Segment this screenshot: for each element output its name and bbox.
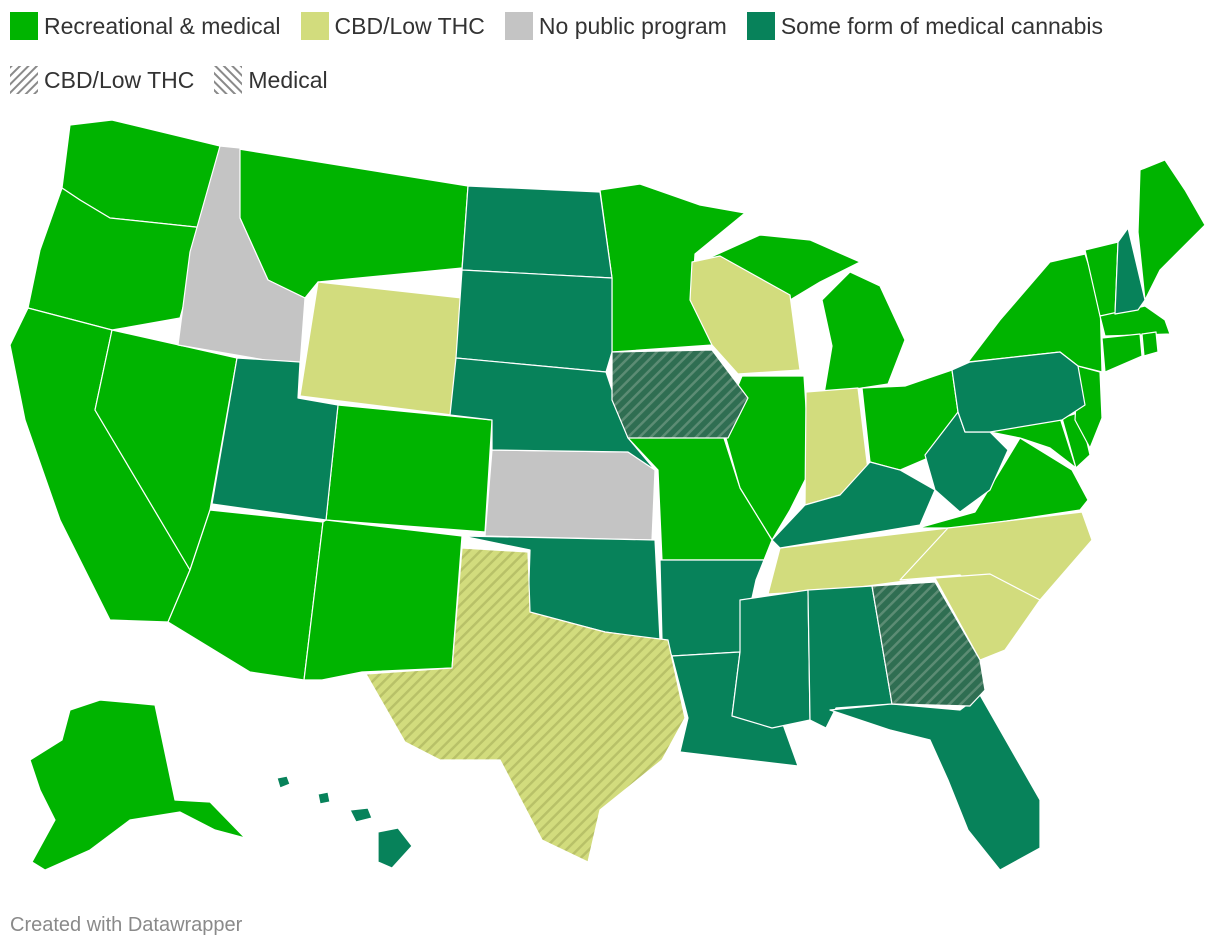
state-new-hampshire[interactable] [1114, 227, 1146, 315]
state-colorado[interactable] [325, 404, 493, 533]
state-pennsylvania[interactable] [951, 351, 1086, 433]
legend-label: Some form of medical cannabis [780, 12, 1103, 39]
state-idaho[interactable] [177, 145, 306, 367]
state-hawaii-big[interactable] [377, 827, 413, 869]
state-maine[interactable] [1137, 159, 1206, 301]
legend-item-medical: Some form of medical cannabis [746, 12, 1103, 40]
state-utah[interactable] [211, 357, 339, 521]
legend-swatch-medical [746, 12, 775, 40]
state-michigan-lp[interactable] [821, 271, 906, 395]
state-new-mexico[interactable] [303, 519, 463, 681]
credit-text: Created with Datawrapper [10, 914, 243, 936]
legend-item-cbd: CBD/Low THC [300, 12, 485, 40]
state-rhode-island[interactable] [1141, 331, 1159, 357]
state-mississippi[interactable] [731, 589, 811, 729]
legend-label: No public program [538, 12, 727, 39]
hatch-pattern-icon [214, 66, 243, 94]
state-connecticut[interactable] [1101, 333, 1143, 373]
state-wisconsin[interactable] [689, 255, 801, 375]
state-florida[interactable] [829, 694, 1041, 871]
legend-label: CBD/Low THC [334, 12, 485, 39]
legend-label: Recreational & medical [44, 12, 281, 39]
state-north-dakota[interactable] [461, 185, 613, 279]
legend-primary: Recreational & medical CBD/Low THC No pu… [10, 12, 1123, 40]
state-kentucky[interactable] [771, 461, 936, 549]
state-kansas[interactable] [484, 449, 656, 541]
hatch-pattern-icon [10, 66, 38, 94]
legend-hatch: CBD/Low THC Medical [10, 66, 348, 94]
state-hawaii-maui[interactable] [349, 807, 373, 823]
state-wyoming[interactable] [299, 281, 463, 416]
legend-item-hatch-medical: Medical [214, 66, 328, 94]
state-texas[interactable] [365, 547, 686, 863]
state-missouri[interactable] [627, 431, 773, 561]
legend-label: CBD/Low THC [44, 66, 195, 93]
state-south-dakota[interactable] [455, 269, 613, 373]
legend-label: Medical [248, 66, 328, 93]
state-iowa[interactable] [611, 349, 749, 439]
legend-swatch-recreational [10, 12, 38, 40]
us-map [0, 110, 1220, 890]
state-hawaii-kauai[interactable] [276, 775, 291, 789]
legend-item-none: No public program [504, 12, 727, 40]
legend-item-recreational: Recreational & medical [10, 12, 281, 40]
state-georgia[interactable] [871, 581, 986, 707]
state-oregon[interactable] [27, 187, 206, 331]
us-map-svg [9, 119, 1206, 871]
legend-swatch-cbd [300, 12, 329, 40]
legend-swatch-none [504, 12, 533, 40]
state-alaska[interactable] [29, 699, 246, 871]
state-hawaii-oahu[interactable] [317, 791, 331, 805]
legend-item-hatch-cbd: CBD/Low THC [10, 66, 194, 94]
